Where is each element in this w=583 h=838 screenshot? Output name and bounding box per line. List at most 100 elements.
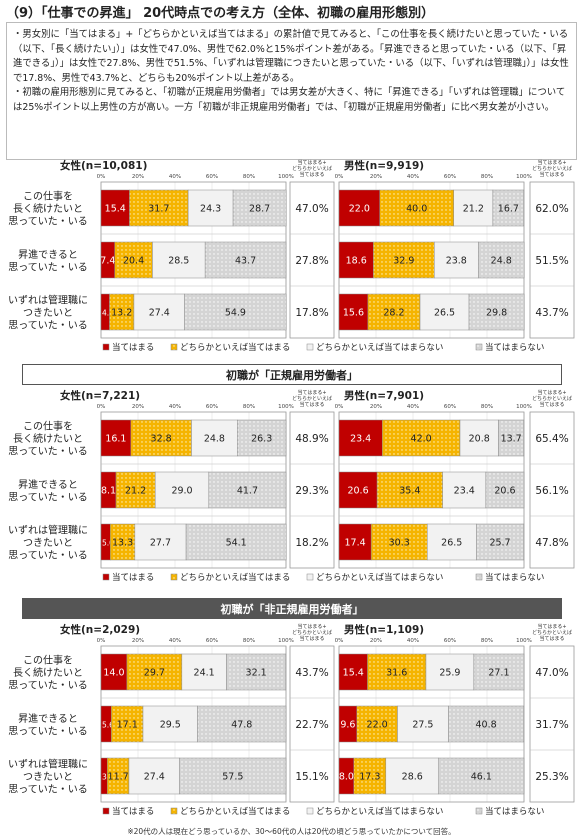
bar-segment — [425, 653, 475, 691]
data-label: 41.7 — [237, 486, 258, 497]
data-label: 21.2 — [125, 486, 146, 497]
data-label: 15.4 — [343, 668, 364, 679]
sum-header: どちらかといえば — [532, 395, 572, 402]
legend-label: 当てはまらない — [485, 342, 544, 353]
bar-segment — [208, 471, 287, 509]
bar-segment — [100, 653, 128, 691]
data-label: 16.7 — [498, 204, 519, 215]
sum-value: 22.7% — [295, 719, 328, 731]
data-label: 13.7 — [501, 434, 522, 445]
bar-segment — [204, 241, 287, 279]
legend-label: 当てはまる — [112, 806, 154, 817]
bar-segment — [109, 293, 135, 331]
bar-segment — [492, 189, 525, 227]
legend-label: どちらかといえば当てはまらない — [316, 572, 443, 583]
data-label: 27.7 — [150, 538, 171, 549]
bar-segment — [376, 471, 443, 509]
tick-label: 0% — [97, 404, 106, 410]
sum-header: どちらかといえば — [292, 395, 332, 402]
sum-value: 47.0% — [535, 667, 568, 679]
category-label: 思っていた・いる — [8, 550, 88, 562]
tick-label: 100% — [516, 174, 532, 180]
tick-label: 40% — [169, 174, 181, 180]
category-label: この仕事を — [23, 420, 73, 433]
data-label: 8.0 — [339, 772, 354, 783]
tick-label: 40% — [169, 404, 181, 410]
category-label: 長く続けたいと — [13, 202, 83, 215]
sum-value: 15.1% — [295, 771, 328, 783]
bar-segment — [110, 523, 136, 561]
bar-segment — [226, 653, 287, 691]
sum-header: 当てはまる+ — [297, 159, 326, 166]
data-label: 4.6 — [102, 309, 114, 318]
category-label: いずれは管理職に — [8, 524, 88, 537]
category-label: 思っていた・いる — [8, 446, 88, 458]
data-label: 31.6 — [386, 668, 407, 679]
data-label: 21.2 — [463, 204, 484, 215]
tick-label: 80% — [481, 404, 493, 410]
legend-swatch — [475, 807, 483, 815]
sum-value: 31.7% — [535, 719, 568, 731]
tick-label: 0% — [335, 638, 344, 644]
legend-swatch — [306, 573, 314, 581]
panel-label: 男性(n=9,919) — [344, 159, 424, 172]
sum-header: 当てはまる — [540, 635, 565, 642]
data-label: 5.6 — [102, 721, 114, 730]
bar-segment — [367, 653, 427, 691]
sum-header: 当てはまる — [540, 401, 565, 408]
data-label: 9.6 — [340, 720, 355, 731]
bar-segment — [379, 189, 454, 227]
tick-label: 100% — [516, 638, 532, 644]
tick-label: 60% — [444, 174, 456, 180]
tick-label: 40% — [407, 638, 419, 644]
bar-segment — [498, 419, 525, 457]
data-label: 20.8 — [469, 434, 490, 445]
data-label: 40.8 — [475, 720, 496, 731]
data-label: 24.8 — [491, 256, 512, 267]
panel-label: 女性(n=10,081) — [60, 159, 147, 172]
sum-value: 17.8% — [295, 307, 328, 319]
panel-label: 女性(n=2,029) — [60, 623, 140, 636]
data-label: 25.7 — [489, 538, 510, 549]
data-label: 54.1 — [226, 538, 247, 549]
legend-swatch — [170, 343, 178, 351]
sum-header: どちらかといえば — [292, 629, 332, 636]
sum-header: どちらかといえば — [292, 165, 332, 172]
category-label: この仕事を — [23, 190, 73, 203]
bar-segment — [419, 293, 470, 331]
data-label: 5.0 — [102, 539, 114, 548]
tick-label: 20% — [132, 174, 144, 180]
data-label: 29.0 — [171, 486, 192, 497]
legend-swatch — [475, 343, 483, 351]
sum-value: 51.5% — [535, 255, 568, 267]
data-label: 47.8 — [231, 720, 252, 731]
data-label: 16.1 — [105, 434, 126, 445]
panel-label: 男性(n=1,109) — [344, 623, 424, 636]
data-label: 25.9 — [439, 668, 460, 679]
data-label: 20.6 — [347, 486, 368, 497]
legend-label: 当てはまる — [112, 342, 154, 353]
panel-label: 女性(n=7,221) — [60, 389, 140, 402]
bar-segment — [478, 241, 525, 279]
legend-label: どちらかといえば当てはまる — [180, 342, 290, 353]
sum-value: 29.3% — [295, 485, 328, 497]
tick-label: 80% — [243, 174, 255, 180]
sum-value: 43.7% — [535, 307, 568, 319]
legend-label: どちらかといえば当てはまらない — [316, 342, 443, 353]
bar-segment — [373, 241, 435, 279]
sum-value: 47.8% — [535, 537, 568, 549]
sum-header: 当てはまる+ — [537, 159, 566, 166]
bar-segment — [152, 241, 206, 279]
bar-segment — [232, 189, 287, 227]
tick-label: 60% — [444, 638, 456, 644]
category-label: つきたいと — [23, 307, 73, 319]
bar-segment — [191, 419, 238, 457]
data-label: 26.5 — [441, 538, 462, 549]
sum-frame — [529, 181, 575, 339]
data-label: 22.0 — [367, 720, 388, 731]
tick-label: 0% — [335, 174, 344, 180]
legend-swatch — [170, 807, 178, 815]
sum-header: どちらかといえば — [532, 165, 572, 172]
